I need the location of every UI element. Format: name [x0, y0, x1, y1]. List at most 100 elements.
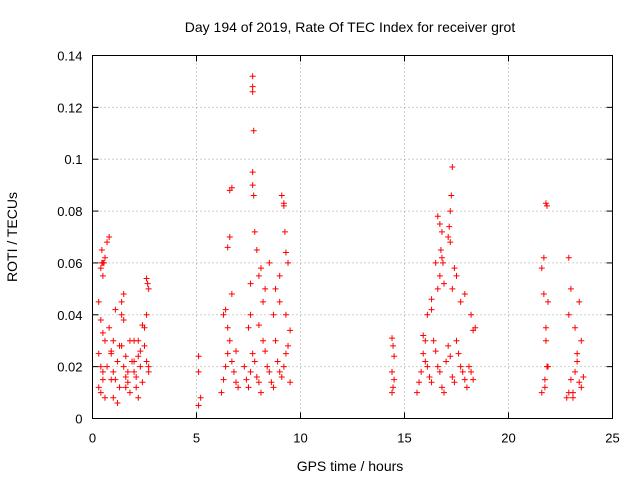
- data-point: [249, 350, 256, 357]
- data-point: [280, 363, 287, 370]
- data-point: [285, 259, 292, 266]
- data-point: [126, 389, 133, 396]
- data-point: [110, 394, 117, 401]
- data-point: [574, 350, 581, 357]
- data-point: [228, 184, 235, 191]
- data-point: [578, 384, 585, 391]
- data-point: [278, 374, 285, 381]
- data-point: [114, 399, 121, 406]
- data-point: [249, 88, 256, 95]
- data-point: [430, 337, 437, 344]
- data-point: [445, 342, 452, 349]
- data-point: [576, 379, 583, 386]
- data-point: [543, 363, 550, 370]
- data-point: [457, 363, 464, 370]
- grid: [92, 55, 613, 419]
- data-point: [565, 389, 572, 396]
- data-point: [463, 384, 470, 391]
- data-point: [98, 246, 105, 253]
- data-point: [439, 259, 446, 266]
- data-point: [249, 83, 256, 90]
- data-point: [266, 368, 273, 375]
- data-point: [122, 353, 129, 360]
- data-point: [428, 306, 435, 313]
- data-point: [565, 254, 572, 261]
- data-point: [247, 368, 254, 375]
- data-point: [118, 311, 125, 318]
- data-point: [133, 384, 140, 391]
- data-point: [272, 285, 279, 292]
- data-points: [95, 73, 587, 409]
- data-point: [133, 374, 140, 381]
- data-point: [580, 374, 587, 381]
- data-point: [266, 259, 273, 266]
- data-point: [542, 200, 549, 207]
- data-point: [100, 259, 107, 266]
- data-point: [262, 348, 269, 355]
- data-point: [424, 311, 431, 318]
- data-point: [276, 272, 283, 279]
- data-point: [282, 249, 289, 256]
- data-point: [245, 384, 252, 391]
- y-tick-label: 0.14: [57, 49, 82, 64]
- data-point: [262, 285, 269, 292]
- data-point: [276, 298, 283, 305]
- data-point: [540, 254, 547, 261]
- data-point: [567, 376, 574, 383]
- data-point: [233, 379, 240, 386]
- data-point: [135, 394, 142, 401]
- data-point: [451, 265, 458, 272]
- data-point: [470, 376, 477, 383]
- data-point: [255, 379, 262, 386]
- data-point: [218, 389, 225, 396]
- data-point: [116, 342, 123, 349]
- data-point: [540, 291, 547, 298]
- data-point: [441, 389, 448, 396]
- data-point: [110, 337, 117, 344]
- data-point: [438, 228, 445, 235]
- data-point: [274, 358, 281, 365]
- data-point: [287, 327, 294, 334]
- y-tick-label: 0.1: [64, 152, 82, 167]
- data-point: [447, 208, 454, 215]
- data-point: [195, 368, 202, 375]
- data-point: [97, 265, 104, 272]
- data-point: [422, 358, 429, 365]
- data-point: [461, 376, 468, 383]
- data-point: [389, 335, 396, 342]
- data-point: [95, 350, 102, 357]
- data-point: [195, 353, 202, 360]
- data-point: [448, 192, 455, 199]
- chart-title: Day 194 of 2019, Rate Of TEC Index for r…: [185, 19, 516, 35]
- data-point: [124, 368, 131, 375]
- data-point: [445, 234, 452, 240]
- data-point: [436, 272, 443, 279]
- data-point: [451, 379, 458, 386]
- data-point: [114, 358, 121, 365]
- data-point: [391, 353, 398, 360]
- data-point: [118, 298, 125, 305]
- data-point: [106, 234, 113, 240]
- data-point: [251, 358, 258, 365]
- data-point: [541, 384, 548, 391]
- data-point: [282, 350, 289, 357]
- data-point: [574, 358, 581, 365]
- data-point: [538, 389, 545, 396]
- data-point: [143, 275, 150, 282]
- data-point: [131, 368, 138, 375]
- data-point: [260, 298, 267, 305]
- data-point: [572, 324, 579, 331]
- data-point: [241, 363, 248, 370]
- data-point: [426, 374, 433, 381]
- data-point: [224, 244, 231, 251]
- data-point: [228, 358, 235, 365]
- data-point: [226, 234, 233, 240]
- data-point: [257, 265, 264, 272]
- data-point: [437, 246, 444, 253]
- data-point: [106, 324, 113, 331]
- data-point: [270, 384, 277, 391]
- data-point: [197, 394, 204, 401]
- data-point: [245, 324, 252, 331]
- data-point: [465, 363, 472, 370]
- x-tick-label: 5: [193, 431, 200, 446]
